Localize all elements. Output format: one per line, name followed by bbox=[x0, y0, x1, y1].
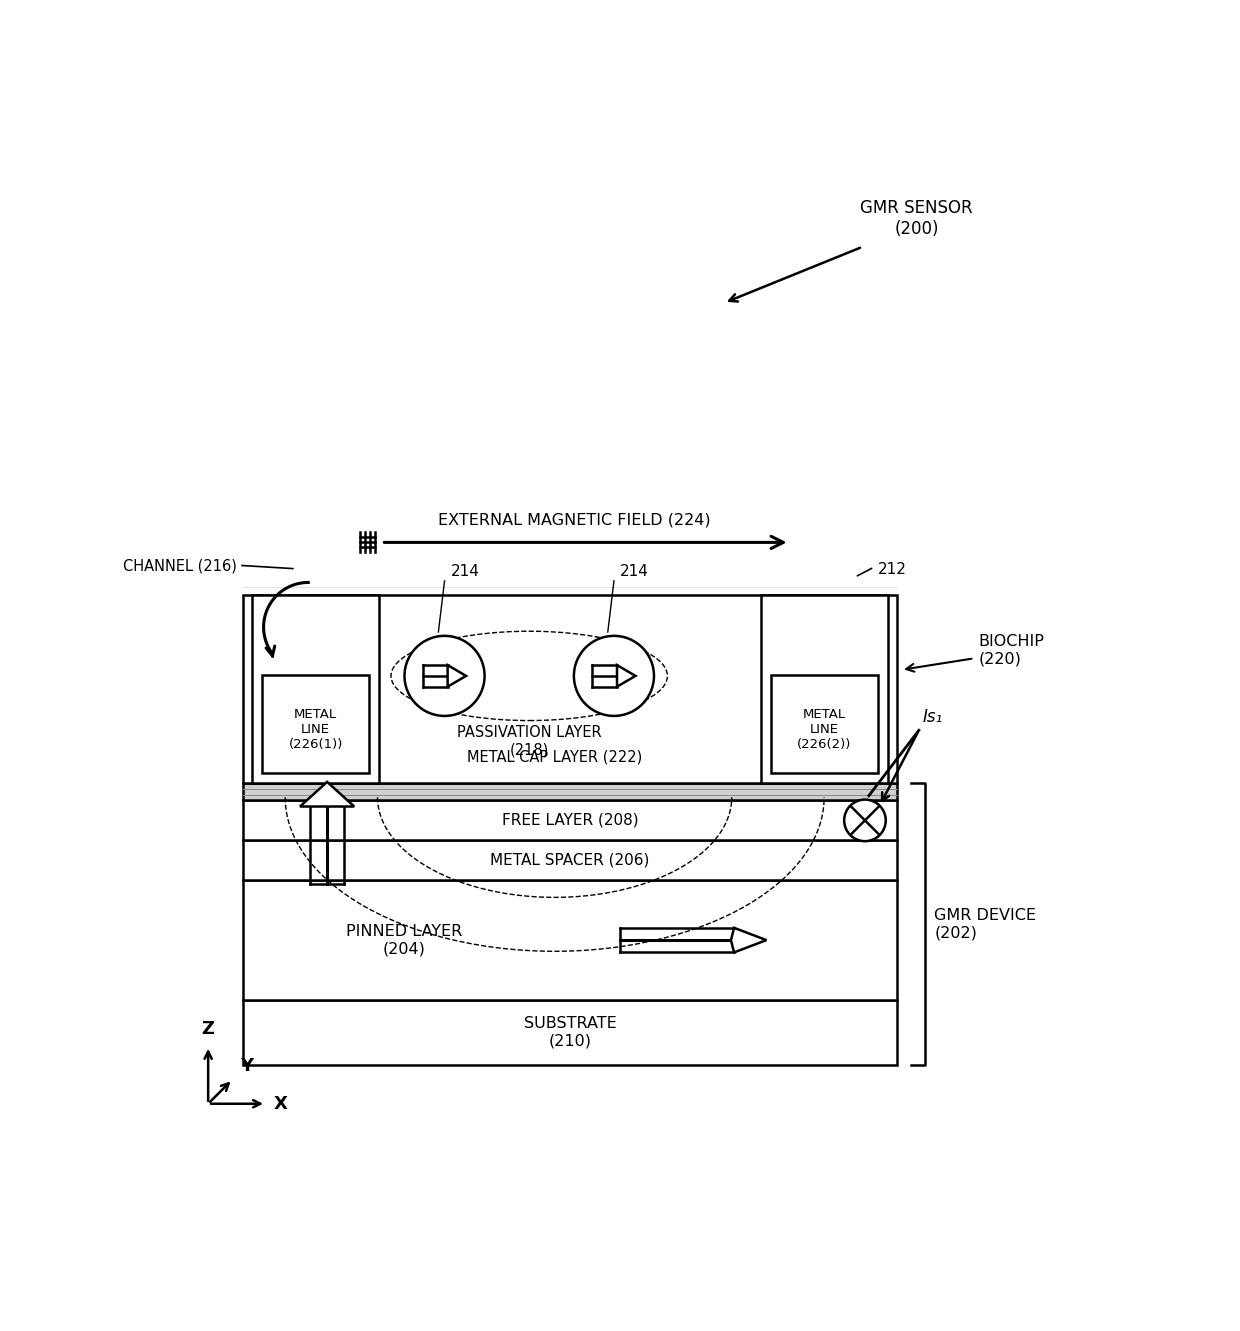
Text: METAL
LINE
(226(2)): METAL LINE (226(2)) bbox=[797, 708, 852, 751]
Bar bbox=[243, 784, 898, 800]
Bar bbox=[243, 880, 898, 1000]
Circle shape bbox=[844, 800, 885, 841]
Text: METAL SPACER (206): METAL SPACER (206) bbox=[490, 853, 650, 868]
Text: CHANNEL (216): CHANNEL (216) bbox=[123, 558, 237, 574]
Text: METAL
LINE
(226(1)): METAL LINE (226(1)) bbox=[289, 708, 342, 751]
Text: 214: 214 bbox=[620, 563, 649, 579]
Text: FREE LAYER (208): FREE LAYER (208) bbox=[502, 813, 639, 828]
Circle shape bbox=[574, 636, 653, 716]
Text: 212: 212 bbox=[878, 562, 906, 576]
Text: PINNED LAYER
(204): PINNED LAYER (204) bbox=[346, 924, 463, 956]
Bar bbox=[771, 675, 878, 773]
Bar bbox=[252, 595, 379, 784]
Text: BIOCHIP
(220): BIOCHIP (220) bbox=[978, 635, 1044, 667]
Text: EXTERNAL MAGNETIC FIELD (224): EXTERNAL MAGNETIC FIELD (224) bbox=[439, 512, 711, 528]
Text: X: X bbox=[274, 1094, 288, 1113]
Polygon shape bbox=[300, 781, 355, 807]
Text: SUBSTRATE
(210): SUBSTRATE (210) bbox=[523, 1017, 616, 1049]
Text: Is₁: Is₁ bbox=[923, 708, 942, 727]
Bar bbox=[262, 675, 370, 773]
Bar bbox=[243, 800, 898, 840]
Text: Y: Y bbox=[241, 1057, 253, 1074]
Circle shape bbox=[404, 636, 485, 716]
Bar bbox=[243, 1000, 898, 1065]
Text: GMR DEVICE
(202): GMR DEVICE (202) bbox=[934, 908, 1037, 941]
Polygon shape bbox=[448, 666, 466, 687]
Bar bbox=[243, 840, 898, 880]
Text: METAL CAP LAYER (222): METAL CAP LAYER (222) bbox=[467, 749, 642, 764]
Polygon shape bbox=[618, 666, 635, 687]
Polygon shape bbox=[730, 928, 766, 953]
Bar bbox=[761, 595, 888, 784]
Bar bbox=[243, 595, 898, 784]
Text: GMR SENSOR
(200): GMR SENSOR (200) bbox=[861, 198, 973, 238]
Text: Z: Z bbox=[202, 1021, 215, 1038]
Text: 214: 214 bbox=[450, 563, 480, 579]
Text: PASSIVATION LAYER
(218): PASSIVATION LAYER (218) bbox=[456, 725, 601, 757]
